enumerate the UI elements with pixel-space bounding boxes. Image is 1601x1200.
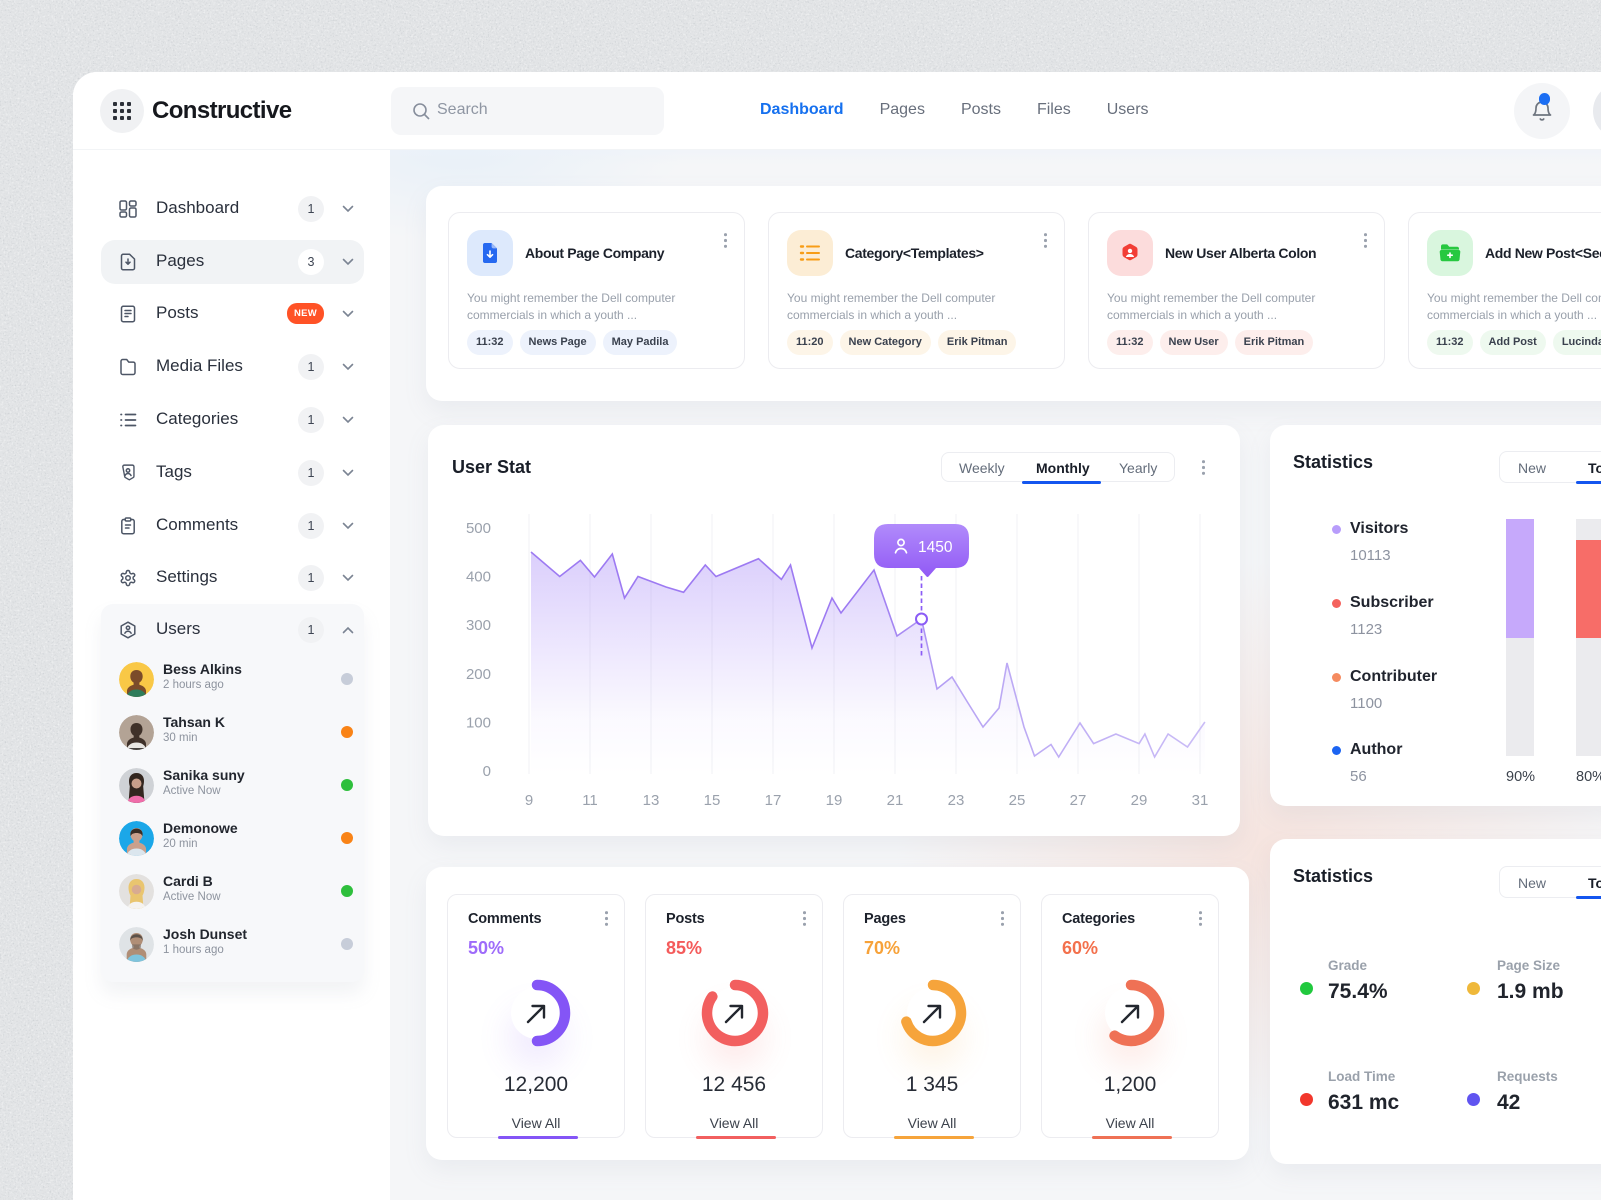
- svg-text:200: 200: [466, 666, 491, 683]
- svg-text:13: 13: [643, 792, 660, 809]
- svg-text:23: 23: [948, 792, 965, 809]
- svg-text:1450: 1450: [918, 539, 953, 556]
- svg-text:27: 27: [1070, 792, 1087, 809]
- svg-text:25: 25: [1009, 792, 1026, 809]
- svg-text:21: 21: [887, 792, 904, 809]
- svg-text:400: 400: [466, 569, 491, 586]
- svg-text:100: 100: [466, 714, 491, 731]
- svg-text:17: 17: [765, 792, 782, 809]
- svg-text:300: 300: [466, 617, 491, 634]
- svg-text:9: 9: [525, 792, 533, 809]
- svg-text:0: 0: [483, 763, 491, 780]
- svg-text:29: 29: [1131, 792, 1148, 809]
- svg-text:19: 19: [826, 792, 843, 809]
- svg-text:31: 31: [1192, 792, 1209, 809]
- svg-text:500: 500: [466, 520, 491, 537]
- svg-text:15: 15: [704, 792, 721, 809]
- svg-text:11: 11: [582, 792, 598, 809]
